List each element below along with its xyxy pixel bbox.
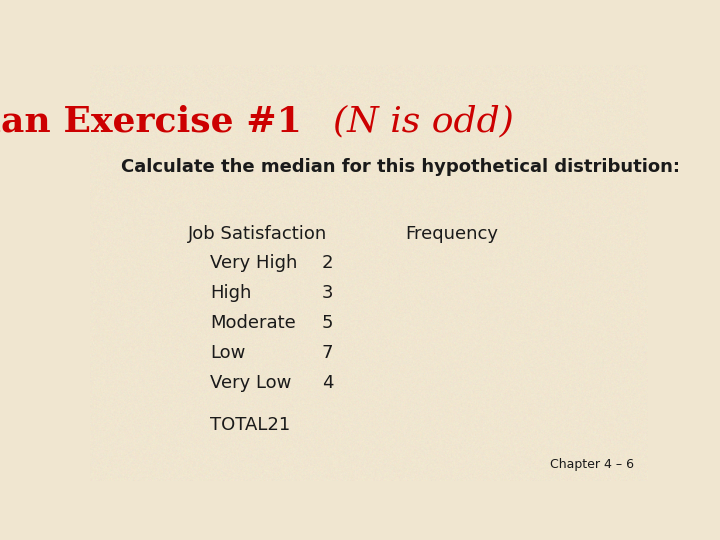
- Text: Moderate: Moderate: [210, 314, 296, 332]
- Text: 4: 4: [322, 374, 333, 391]
- Text: 7: 7: [322, 344, 333, 362]
- Text: Calculate the median for this hypothetical distribution:: Calculate the median for this hypothetic…: [121, 158, 680, 177]
- Text: Frequency: Frequency: [405, 225, 498, 243]
- Text: 5: 5: [322, 314, 333, 332]
- Text: 3: 3: [322, 284, 333, 302]
- Text: Chapter 4 – 6: Chapter 4 – 6: [550, 458, 634, 471]
- Text: TOTAL21: TOTAL21: [210, 416, 290, 434]
- Text: Job Satisfaction: Job Satisfaction: [188, 225, 327, 243]
- Text: High: High: [210, 284, 251, 302]
- Text: Low: Low: [210, 344, 246, 362]
- Text: Median Exercise #1: Median Exercise #1: [0, 104, 302, 138]
- Text: Very Low: Very Low: [210, 374, 292, 391]
- Text: (N is odd): (N is odd): [310, 104, 514, 138]
- Text: 2: 2: [322, 254, 333, 272]
- Text: Very High: Very High: [210, 254, 297, 272]
